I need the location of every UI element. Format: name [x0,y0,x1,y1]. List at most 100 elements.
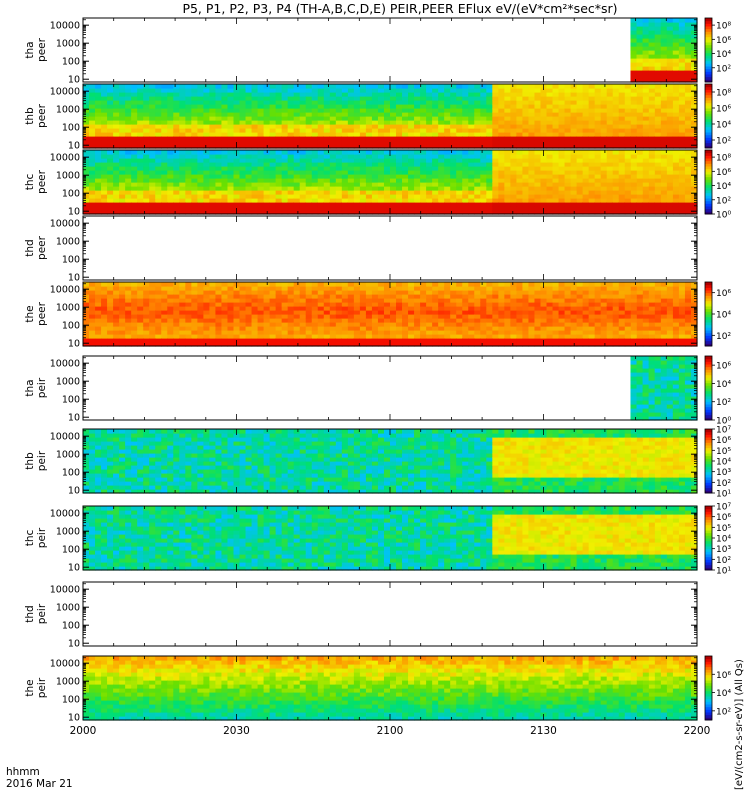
spectrogram-cell [185,282,192,287]
spectrogram-cell [251,290,259,295]
spectrogram-cell [185,178,192,183]
spectrogram-cell [588,162,596,167]
spectrogram-cell [624,104,632,109]
spectrogram-cell [432,92,439,97]
spectrogram-cell [275,190,283,195]
spectrogram-cell [167,330,174,335]
spectrogram-cell [353,190,361,195]
spectrogram-cell [371,334,379,339]
spectrogram-cell [444,186,451,191]
spectrogram-cell [89,194,96,199]
spectrogram-cell [534,162,542,167]
spectrogram-cell [636,54,644,59]
spectrogram-cell [588,198,596,203]
spectrogram-cell [251,206,259,211]
spectrogram-cell [642,66,650,71]
spectrogram-cell [155,170,162,175]
spectrogram-cell [420,178,427,183]
spectrogram-cell [528,104,536,109]
spectrogram-cell [588,154,596,159]
spectrogram-cell [576,158,584,163]
spectrogram-cell [101,174,108,179]
spectrogram-cell [648,170,656,175]
spectrogram-cell [666,100,674,105]
spectrogram-cell [510,108,518,113]
spectrogram-cell [516,144,524,149]
spectrogram-cell [293,318,301,323]
spectrogram-cell [420,140,427,145]
spectrogram-cell [468,100,475,105]
spectrogram-cell [203,202,211,207]
spectrogram-cell [119,174,126,179]
spectrogram-cell [89,132,96,137]
spectrogram-cell [486,104,493,109]
spectrogram-cell [612,128,620,133]
spectrogram-cell [281,202,289,207]
spectrogram-cell [245,162,253,167]
spectrogram-cell [239,298,247,303]
spectrogram-cell [125,100,132,105]
panel-frame [82,215,698,281]
spectrogram-cell [125,170,132,175]
spectrogram-cell [546,136,554,141]
spectrogram-cell [648,54,656,59]
spectrogram-cell [221,100,229,105]
spectrogram-cell [239,322,247,327]
spectrogram-cell [432,334,439,339]
spectrogram-cell [396,88,403,93]
spectrogram-cell [414,132,421,137]
spectrogram-cell [287,206,295,211]
spectrogram-cell [450,286,457,291]
spectrogram-cell [402,210,409,215]
spectrogram-cell [173,282,180,287]
spectrogram-cell [269,132,277,137]
spectrogram-cell [95,116,102,121]
spectrogram-cell [359,314,367,319]
spectrogram-cell [377,100,385,105]
spectrogram-cell [594,132,602,137]
spectrogram-cell [396,282,403,287]
spectrogram-cell [89,158,96,163]
spectrogram-cell [684,22,692,27]
spectrogram-cell [125,144,132,149]
spectrogram-cell [329,132,337,137]
spectrogram-cell [570,194,578,199]
spectrogram-cell [137,322,144,327]
spectrogram-cell [684,194,692,199]
spectrogram-cell [456,318,463,323]
spectrogram-cell [245,186,253,191]
spectrogram-cell [191,182,198,187]
spectrogram-cell [438,330,445,335]
spectrogram-cell [377,342,385,347]
spectrogram-cell [203,178,211,183]
spectrogram-cell [293,116,301,121]
spectrogram-cell [293,190,301,195]
spectrogram-cell [89,166,96,171]
spectrogram-cell [137,334,144,339]
spectrogram-cell [420,286,427,291]
spectrogram-cell [287,166,295,171]
spectrogram-cell [504,108,511,113]
spectrogram-cell [137,298,144,303]
spectrogram-cell [480,132,487,137]
spectrogram-cell [383,210,391,215]
spectrogram-cell [654,162,662,167]
spectrogram-cell [347,194,355,199]
spectrogram-cell [426,174,433,179]
spectrogram-cell [299,286,307,291]
spectrogram-cell [648,62,656,67]
spectrogram-cell [317,84,325,89]
spectrogram-cell [648,136,656,141]
spectrogram-cell [233,318,241,323]
spectrogram-cell [624,170,632,175]
spectrogram-cell [383,154,391,159]
spectrogram-cell [305,282,313,287]
spectrogram-cell [263,174,271,179]
spectrogram-cell [317,206,325,211]
spectrogram-cell [287,342,295,347]
spectrogram-cell [624,84,632,89]
spectrogram-cell [654,54,662,59]
spectrogram-cell [383,136,391,141]
spectrogram-cell [137,88,144,93]
spectrogram-cell [552,198,560,203]
